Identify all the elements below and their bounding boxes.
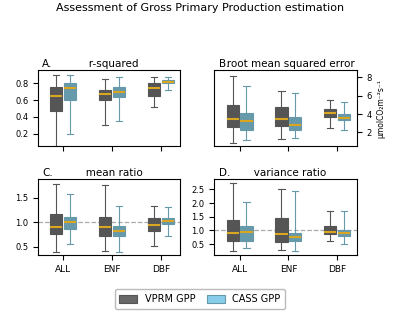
PathPatch shape [275,107,288,126]
PathPatch shape [50,214,62,235]
PathPatch shape [289,233,302,241]
Title:    mean ratio: mean ratio [76,168,142,178]
Text: Assessment of Gross Primary Production estimation: Assessment of Gross Primary Production e… [56,3,344,13]
PathPatch shape [113,87,125,97]
PathPatch shape [99,90,111,100]
PathPatch shape [226,220,239,241]
PathPatch shape [64,83,76,100]
PathPatch shape [50,87,62,111]
PathPatch shape [113,226,125,236]
Title:    r-squared: r-squared [80,59,139,69]
PathPatch shape [324,225,336,234]
PathPatch shape [162,80,174,83]
PathPatch shape [64,217,76,229]
Title:    root mean squared error: root mean squared error [217,59,354,69]
PathPatch shape [99,217,111,236]
Text: D.: D. [219,168,230,178]
PathPatch shape [226,105,239,127]
Text: B.: B. [219,59,229,69]
Text: C.: C. [42,168,53,178]
PathPatch shape [324,110,336,117]
Y-axis label: μmolCO₂m⁻²s⁻¹: μmolCO₂m⁻²s⁻¹ [376,78,385,138]
Text: A.: A. [42,59,53,69]
PathPatch shape [148,218,160,230]
PathPatch shape [338,114,350,121]
PathPatch shape [148,83,160,96]
PathPatch shape [338,230,350,236]
Title:    variance ratio: variance ratio [244,168,327,178]
PathPatch shape [240,113,252,130]
PathPatch shape [289,117,302,130]
PathPatch shape [275,218,288,242]
PathPatch shape [162,218,174,224]
PathPatch shape [240,225,252,241]
Legend: VPRM GPP, CASS GPP: VPRM GPP, CASS GPP [114,290,286,309]
